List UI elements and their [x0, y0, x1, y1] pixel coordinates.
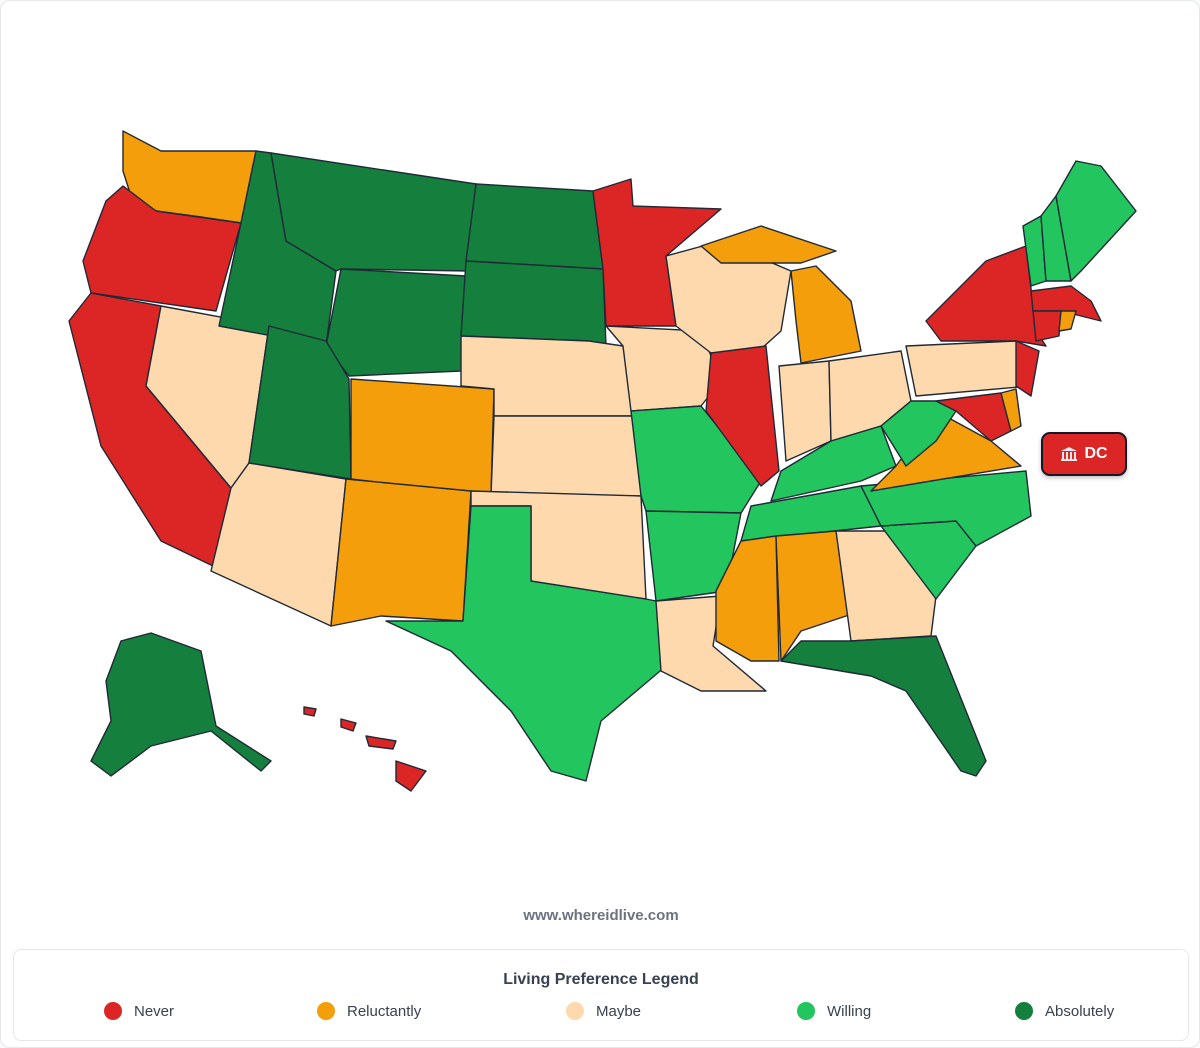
state[interactable] [395, 760, 427, 792]
legend-label: Reluctantly [347, 1002, 422, 1020]
capitol-icon [1061, 447, 1078, 461]
legend-label: Absolutely [1045, 1002, 1115, 1020]
state[interactable] [780, 635, 987, 777]
state[interactable] [905, 340, 1032, 397]
us-map [68, 130, 1137, 792]
state[interactable] [330, 478, 472, 627]
state[interactable] [465, 183, 604, 270]
state[interactable] [350, 378, 495, 497]
state[interactable] [835, 530, 937, 642]
state[interactable] [1058, 310, 1077, 332]
state[interactable] [365, 735, 397, 750]
legend-label: Never [134, 1002, 175, 1020]
state[interactable] [705, 345, 780, 487]
state[interactable] [340, 718, 357, 732]
state[interactable] [325, 268, 467, 377]
state[interactable] [1055, 160, 1137, 282]
legend-label: Willing [827, 1002, 872, 1020]
state[interactable] [1032, 310, 1062, 342]
site-url: www.whereidlive.com [523, 907, 679, 924]
legend-label: Maybe [596, 1002, 642, 1020]
legend-item: Reluctantly [317, 1002, 421, 1020]
state[interactable] [1015, 340, 1040, 397]
state[interactable] [90, 632, 272, 777]
state[interactable] [303, 706, 317, 717]
state[interactable] [790, 265, 862, 364]
state[interactable] [210, 462, 347, 627]
state[interactable] [935, 392, 1012, 442]
legend-item: Never [104, 1002, 174, 1020]
legend-swatch [1015, 1002, 1033, 1020]
legend-swatch [104, 1002, 122, 1020]
state[interactable] [82, 185, 242, 312]
legend-swatch [797, 1002, 815, 1020]
state[interactable] [700, 225, 837, 264]
state[interactable] [1000, 388, 1022, 432]
legend-item: Willing [797, 1002, 871, 1020]
legend-swatch [317, 1002, 335, 1020]
state[interactable] [860, 470, 1032, 547]
dc-label: DC [1084, 445, 1108, 462]
state[interactable] [460, 260, 607, 347]
dc-badge[interactable]: DC [1041, 432, 1127, 476]
legend-swatch [566, 1002, 584, 1020]
state[interactable] [248, 325, 352, 480]
legend: Living Preference Legend Never Reluctantl… [13, 949, 1189, 1041]
legend-title: Living Preference Legend [503, 971, 699, 988]
state[interactable] [490, 415, 642, 497]
state[interactable] [385, 505, 667, 782]
legend-item: Absolutely [1015, 1002, 1114, 1020]
legend-item: Maybe [566, 1002, 641, 1020]
